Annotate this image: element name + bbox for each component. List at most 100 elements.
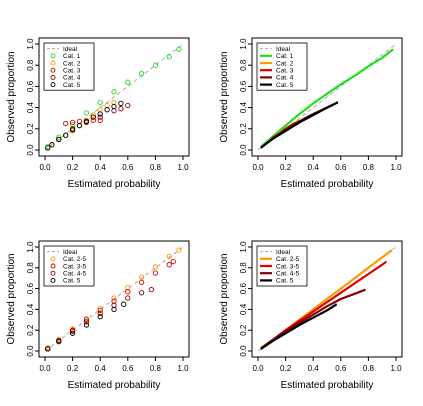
y-tick-label: 0.4	[26, 101, 35, 113]
x-tick-label: 0.0	[39, 163, 51, 172]
y-tick-label: 0.6	[239, 80, 248, 92]
legend-label-cat-1: Cat. 1	[276, 53, 294, 60]
x-tick-label: 0.2	[67, 163, 79, 172]
y-tick-label: 1.0	[26, 241, 35, 253]
data-point-cat-3	[63, 120, 69, 127]
panel-top-left: 0.0 0.2 0.4 0.6 0.8 1.0 0.0 0.2 0.4 0.6 0.8 1.0 Esti…	[6, 37, 190, 190]
legend-label-cat-2-5: Cat. 2-5	[276, 256, 300, 263]
data-point-cat-3	[97, 117, 103, 123]
legend-key-cat-2-5	[50, 256, 56, 262]
data-point-cat-2-5	[97, 305, 103, 312]
y-tick-label: 0.2	[26, 324, 35, 336]
data-point-cat-2-5	[152, 264, 159, 270]
data-point-cat-4	[125, 102, 131, 109]
legend-label-cat-4: Cat. 4	[276, 75, 294, 82]
data-point-cat-3-5	[138, 279, 145, 286]
legend-box	[256, 42, 308, 91]
x-tick-label: 1.0	[177, 163, 189, 172]
data-point-cat-5	[63, 132, 69, 138]
y-tick-label: 0.2	[26, 123, 35, 135]
series-line-cat-5	[260, 303, 338, 350]
data-point-cat-4	[111, 108, 117, 114]
legend-label-cat-4-5: Cat. 4-5	[63, 271, 87, 278]
plot-frame	[38, 37, 190, 157]
legend-label-cat-5: Cat. 5	[276, 82, 294, 89]
x-tick-label: 1.0	[390, 364, 402, 373]
data-point-cat-3-5	[152, 270, 159, 276]
x-tick-label: 0.8	[150, 163, 162, 172]
legend-label-cat-4-5: Cat. 4-5	[276, 271, 300, 278]
x-tick-label: 0.4	[308, 163, 320, 172]
data-point-cat-1	[125, 79, 131, 85]
legend-label-cat-4: Cat. 4	[63, 75, 81, 82]
x-tick-label: 0.6	[335, 163, 347, 172]
data-point-cat-2	[111, 99, 117, 105]
data-point-cat-3-5	[97, 307, 103, 314]
x-tick-label: 1.0	[177, 364, 189, 373]
data-point-cat-1	[138, 71, 145, 77]
legend-label-cat-3: Cat. 3	[276, 68, 294, 75]
legend-label-cat-3-5: Cat. 3-5	[63, 263, 87, 270]
data-point-cat-4-5	[83, 319, 90, 325]
data-point-cat-4-5	[69, 328, 76, 334]
legend-key-cat-3-5	[50, 263, 56, 269]
legend-label-cat-5: Cat. 5	[276, 278, 294, 285]
data-point-cat-1	[176, 46, 182, 52]
x-tick-label: 0.4	[95, 364, 107, 373]
y-tick-label: 1.0	[239, 38, 248, 50]
y-tick-label: 0.4	[239, 303, 248, 315]
x-tick-label: 0.2	[280, 163, 292, 172]
y-tick-label: 0.0	[239, 345, 248, 357]
plot-frame	[251, 240, 403, 358]
y-tick-label: 0.2	[239, 123, 248, 135]
y-axis-label: Observed proportion	[219, 253, 230, 344]
data-point-cat-5	[111, 306, 117, 313]
plot-frame	[38, 240, 190, 358]
y-tick-label: 0.8	[26, 59, 35, 71]
data-point-cat-5	[111, 103, 117, 110]
data-point-cat-2-5	[176, 247, 182, 253]
legend-key-cat-4-5	[50, 270, 56, 276]
data-point-cat-3	[90, 117, 96, 123]
legend-label-cat-5: Cat. 5	[63, 82, 81, 89]
panel-top-right: 0.0 0.2 0.4 0.6 0.8 1.0 0.0 0.2 0.4 0.6 0.8 1.0 Esti…	[219, 37, 403, 190]
y-tick-label: 0.8	[239, 262, 248, 274]
data-point-cat-5	[104, 107, 110, 113]
x-tick-label: 1.0	[390, 163, 402, 172]
legend-label-cat-2-5: Cat. 2-5	[63, 256, 87, 263]
x-axis-label: Estimated probability	[281, 380, 374, 391]
data-point-cat-3-5	[125, 289, 131, 295]
data-point-cat-5	[76, 122, 83, 129]
x-axis-label: Estimated probability	[68, 380, 161, 391]
x-tick-label: 0.0	[252, 364, 264, 373]
x-tick-label: 0.4	[95, 163, 107, 172]
data-point-cat-2-5	[111, 295, 117, 301]
data-point-cat-5	[69, 330, 76, 336]
legend-key-cat-4	[50, 74, 56, 80]
panel-bottom-right: 0.0 0.2 0.4 0.6 0.8 1.0 0.0 0.2 0.4 0.6 0.8 1.0 Esti…	[219, 240, 403, 391]
legend-key-cat-1	[50, 53, 56, 59]
x-axis-label: Estimated probability	[68, 179, 161, 190]
legend-label-ideal: Ideal	[276, 46, 291, 53]
y-tick-label: 0.6	[239, 282, 248, 294]
y-axis-label: Observed proportion	[6, 253, 17, 344]
data-point-cat-5	[56, 136, 62, 143]
x-tick-label: 0.6	[122, 364, 134, 373]
legend-key-cat-3	[50, 67, 56, 73]
legend-key-cat-5	[50, 277, 56, 283]
x-axis-label: Estimated probability	[281, 179, 374, 190]
legend-key-cat-5	[50, 82, 56, 88]
x-tick-label: 0.8	[363, 364, 375, 373]
legend-box	[43, 245, 95, 287]
series-line-cat-4-5	[260, 288, 366, 350]
y-tick-label: 0.4	[26, 303, 35, 315]
legend-label-cat-2: Cat. 2	[63, 60, 81, 67]
x-tick-label: 0.4	[308, 364, 320, 373]
data-point-cat-3	[69, 119, 76, 126]
y-tick-label: 0.6	[26, 80, 35, 92]
data-point-cat-4	[97, 114, 103, 120]
x-tick-label: 0.2	[280, 364, 292, 373]
legend-label-cat-3-5: Cat. 3-5	[276, 263, 300, 270]
data-point-cat-2-5	[138, 274, 145, 280]
